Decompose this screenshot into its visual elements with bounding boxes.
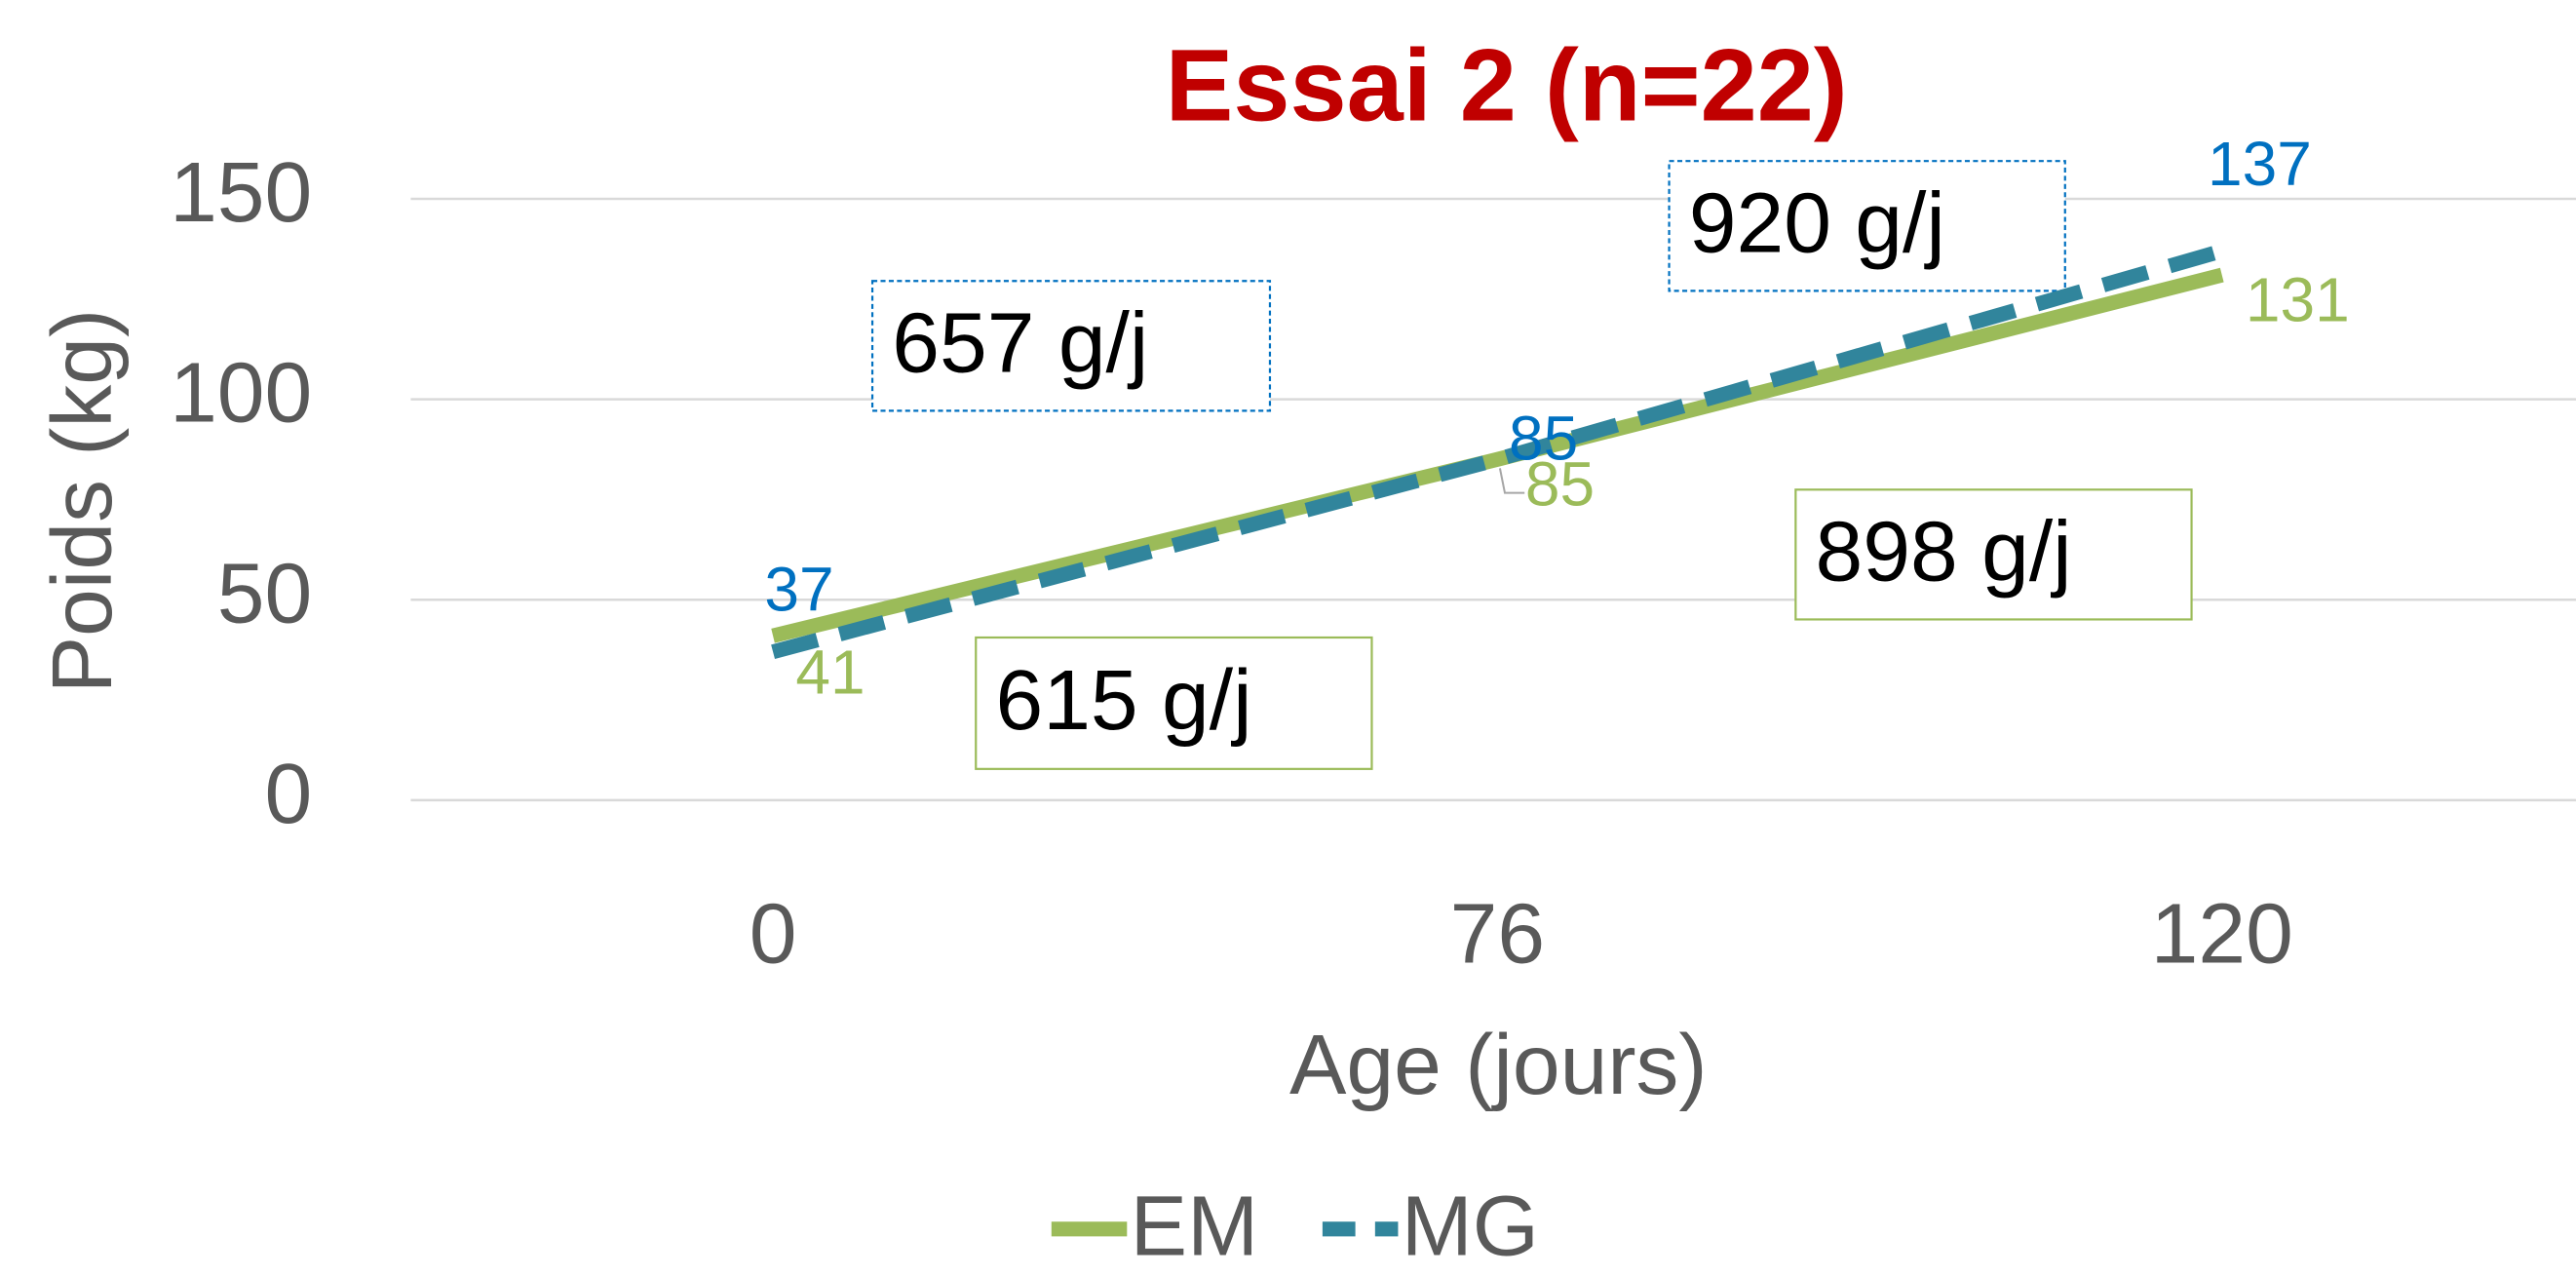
series-line	[771, 267, 2224, 643]
annotation: 657 g/j	[892, 294, 1148, 390]
x-axis-label: Age (jours)	[1289, 1017, 1708, 1112]
y-tick-label: 150	[170, 144, 312, 240]
chart-title: Essai 2 (n=22)	[1166, 29, 1848, 143]
annotation-box	[870, 280, 1272, 412]
y-tick-label: 100	[170, 345, 312, 441]
annotation: 615 g/j	[995, 652, 1251, 748]
data-label: 37	[764, 555, 833, 625]
y-tick-label: 50	[217, 545, 312, 640]
legend-label: MG	[1402, 1178, 1539, 1273]
data-label: 41	[795, 637, 865, 707]
data-label: 85	[1525, 449, 1595, 520]
annotation-box	[1668, 160, 2066, 292]
leader-line	[1498, 468, 1525, 494]
annotation-box	[1794, 488, 2193, 621]
y-axis-label: Poids (kg)	[34, 309, 130, 693]
data-label: 85	[1509, 403, 1578, 473]
x-tick-label: 120	[2151, 885, 2293, 981]
y-tick-label: 0	[265, 746, 313, 841]
annotation-box	[975, 636, 1373, 770]
series-line	[771, 244, 2224, 660]
data-label: 137	[2208, 129, 2312, 199]
x-tick-label: 76	[1450, 885, 1545, 981]
annotation: 920 g/j	[1689, 174, 1945, 270]
x-tick-label: 0	[750, 885, 797, 981]
annotation: 898 g/j	[1816, 503, 2072, 599]
data-label: 131	[2246, 264, 2350, 334]
legend-label: EM	[1131, 1178, 1258, 1273]
